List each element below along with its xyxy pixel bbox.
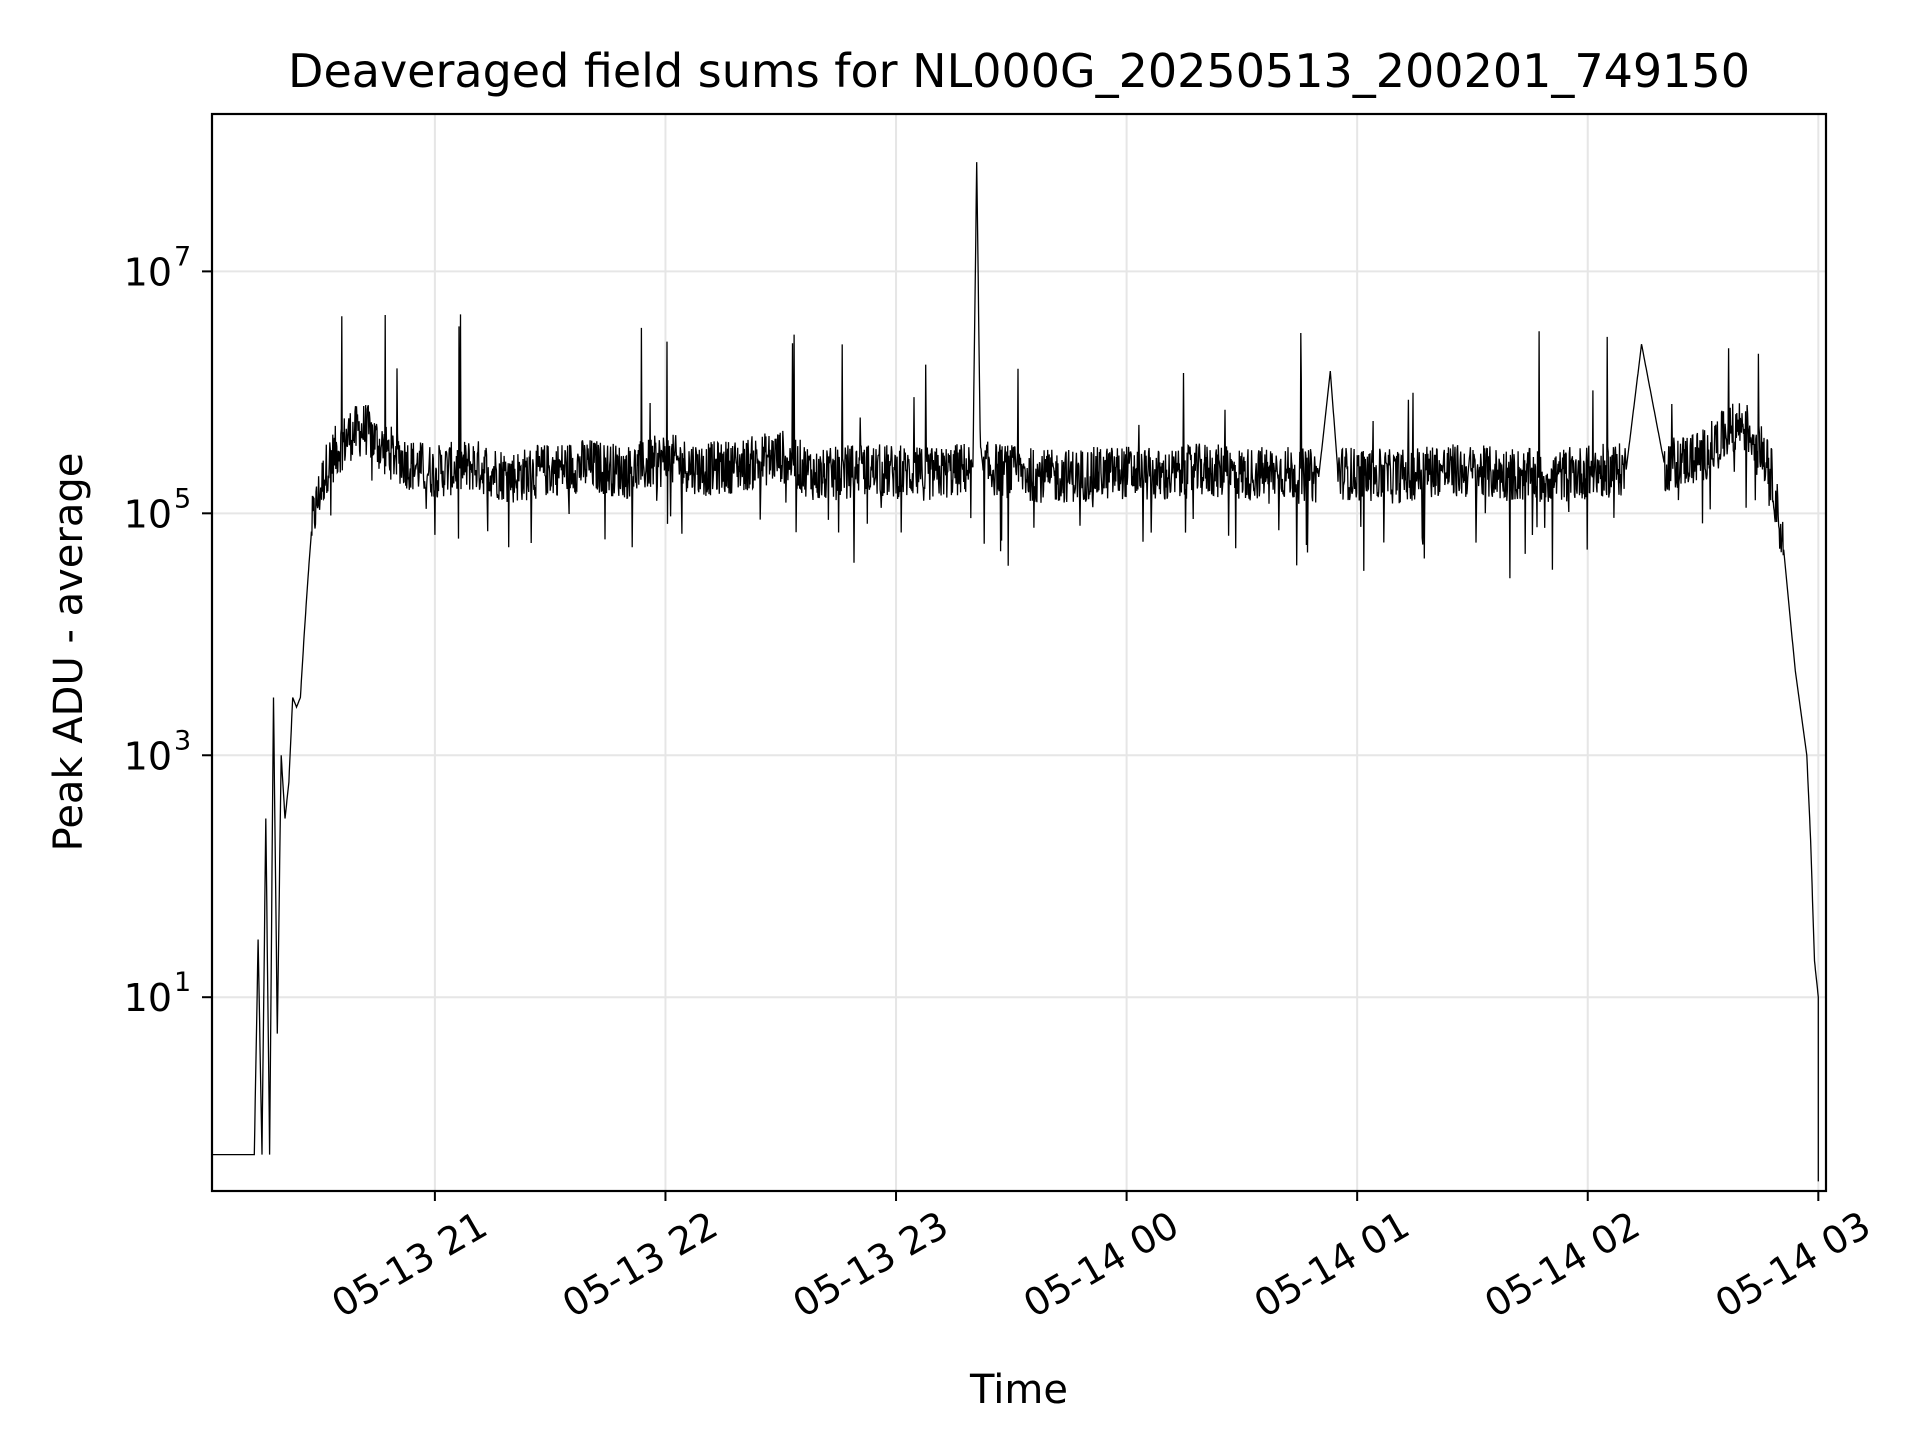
y-axis-label: Peak ADU - average bbox=[46, 453, 92, 852]
x-axis-label: Time bbox=[969, 1367, 1068, 1413]
y-tick-label: 10 bbox=[124, 492, 172, 536]
y-tick-label: 10 bbox=[124, 976, 172, 1020]
y-tick-exponent: 3 bbox=[174, 725, 191, 756]
y-tick-label: 10 bbox=[124, 734, 172, 778]
grid bbox=[212, 114, 1826, 1191]
y-tick-exponent: 7 bbox=[174, 241, 191, 272]
chart-title: Deaveraged field sums for NL000G_2025051… bbox=[288, 44, 1750, 98]
y-tick-exponent: 1 bbox=[174, 967, 191, 998]
series-line bbox=[212, 162, 1819, 1182]
y-tick-label: 10 bbox=[124, 250, 172, 294]
y-tick-exponent: 5 bbox=[174, 483, 191, 514]
plot-frame bbox=[210, 112, 1828, 1193]
